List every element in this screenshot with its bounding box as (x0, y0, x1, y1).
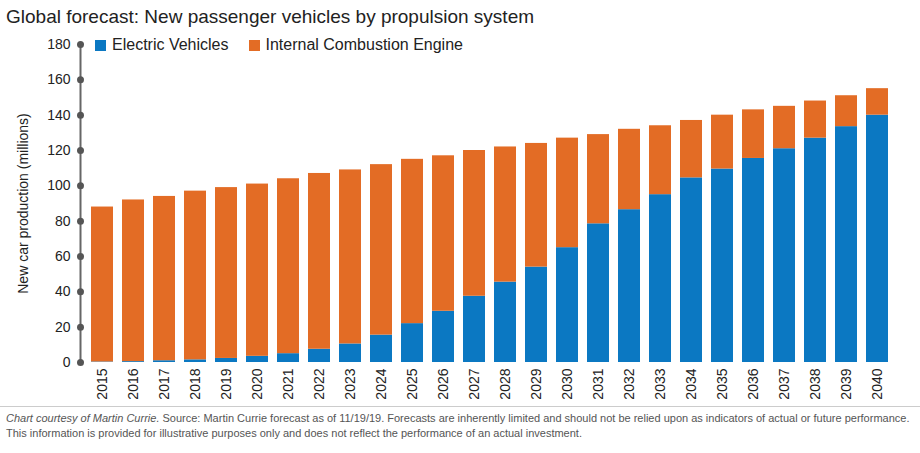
svg-text:2029: 2029 (528, 368, 544, 399)
svg-text:2025: 2025 (404, 368, 420, 399)
svg-text:2023: 2023 (342, 368, 358, 399)
svg-text:2028: 2028 (497, 368, 513, 399)
svg-text:2021: 2021 (280, 368, 296, 399)
svg-text:2038: 2038 (807, 368, 823, 399)
svg-text:20: 20 (55, 319, 71, 335)
svg-text:2040: 2040 (869, 368, 885, 399)
svg-text:2018: 2018 (187, 368, 203, 399)
svg-text:160: 160 (47, 71, 71, 87)
svg-text:2035: 2035 (714, 368, 730, 399)
svg-text:180: 180 (47, 36, 71, 52)
svg-text:2017: 2017 (156, 368, 172, 399)
svg-text:2024: 2024 (373, 368, 389, 399)
svg-text:2027: 2027 (466, 368, 482, 399)
svg-text:2032: 2032 (621, 368, 637, 399)
svg-text:40: 40 (55, 283, 71, 299)
svg-text:2026: 2026 (435, 368, 451, 399)
svg-text:60: 60 (55, 248, 71, 264)
svg-text:2037: 2037 (776, 368, 792, 399)
svg-text:2033: 2033 (652, 368, 668, 399)
svg-text:2039: 2039 (838, 368, 854, 399)
svg-text:100: 100 (47, 177, 71, 193)
svg-text:0: 0 (63, 354, 71, 370)
svg-text:140: 140 (47, 107, 71, 123)
svg-text:2030: 2030 (559, 368, 575, 399)
svg-text:New car production (millions): New car production (millions) (15, 113, 31, 294)
svg-text:80: 80 (55, 213, 71, 229)
svg-text:2031: 2031 (590, 368, 606, 399)
svg-text:2020: 2020 (249, 368, 265, 399)
svg-text:2019: 2019 (218, 368, 234, 399)
svg-text:2015: 2015 (94, 368, 110, 399)
html-text:Global forecast: New passenger: Global forecast: New passenger vehicles … (6, 6, 534, 27)
svg-text:2034: 2034 (683, 368, 699, 399)
svg-text:2016: 2016 (125, 368, 141, 399)
svg-text:2036: 2036 (745, 368, 761, 399)
html-text:Electric Vehicles: Electric Vehicles (112, 36, 229, 53)
svg-text:120: 120 (47, 142, 71, 158)
html-text:Internal Combustion Engine: Internal Combustion Engine (265, 36, 463, 53)
svg-text:2022: 2022 (311, 368, 327, 399)
html-text:Chart courtesy of Martin Curri: Chart courtesy of Martin Currie. Source:… (6, 412, 910, 439)
